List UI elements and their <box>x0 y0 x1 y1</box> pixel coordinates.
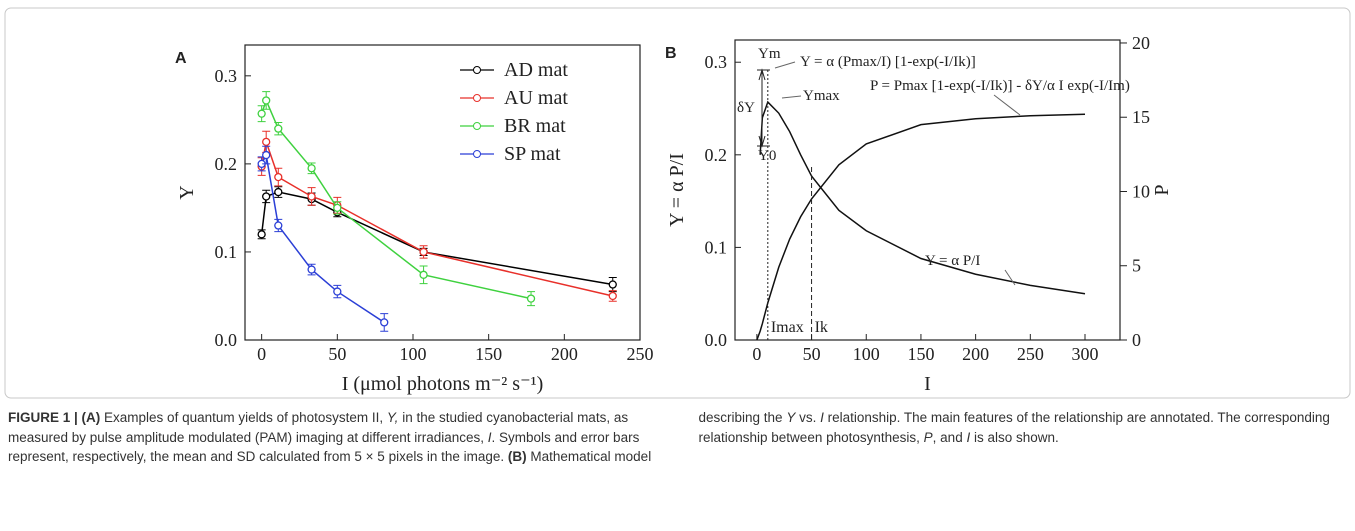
caption-text: vs. <box>795 410 821 425</box>
x-tick-label: 150 <box>475 344 502 364</box>
data-point <box>333 203 342 213</box>
y2-tick-label: 20 <box>1132 33 1150 53</box>
x-tick-label: 100 <box>399 344 426 364</box>
annotation: Y = α P/I <box>925 253 980 269</box>
annotation: Ymax <box>803 88 840 104</box>
figure-frame <box>4 7 1351 399</box>
caption-text: Examples of quantum yields of photosyste… <box>100 410 387 425</box>
data-point <box>274 124 283 133</box>
model-curve <box>756 113 1086 341</box>
panel-label: B <box>665 45 677 62</box>
caption-text: (B) <box>507 449 527 464</box>
data-point <box>608 291 617 301</box>
data-point <box>274 172 283 182</box>
data-point <box>262 137 271 147</box>
data-point <box>257 230 266 239</box>
x-tick-label: 150 <box>907 344 934 364</box>
y-tick-label: 0.0 <box>215 330 238 350</box>
annotation: δY <box>737 100 755 116</box>
annotation-leader <box>774 61 1021 286</box>
y-axis-label: Y <box>176 185 198 199</box>
legend-label: BR mat <box>504 115 566 137</box>
data-point <box>307 265 316 274</box>
data-point <box>419 270 428 279</box>
y-tick-label: 0.1 <box>215 242 238 262</box>
series-line <box>260 98 532 300</box>
y2-tick-label: 10 <box>1132 181 1150 201</box>
y-tick-label: 0.3 <box>215 66 238 86</box>
data-point <box>608 280 617 289</box>
caption: FIGURE 1 | (A) Examples of quantum yield… <box>8 408 1345 526</box>
caption-text: Y <box>786 410 796 425</box>
x-tick-label: 0 <box>752 344 761 364</box>
annotation: P = Pmax [1-exp(-I/Ik)] - δY/α I exp(-I/… <box>870 78 1130 94</box>
x-tick-label: 50 <box>328 344 346 364</box>
y-axis-label: Y = α P/I <box>666 153 688 227</box>
x-tick-label: 100 <box>853 344 880 364</box>
panel-label: A <box>175 50 187 67</box>
data-point <box>307 192 316 201</box>
caption-text: I <box>487 429 492 445</box>
caption-text: . Symbols and error bars represent, resp… <box>8 429 640 465</box>
x-tick-label: 250 <box>627 344 654 364</box>
data-point <box>419 247 428 257</box>
annotation: Y0 <box>758 148 776 164</box>
plot-frame <box>734 39 1121 341</box>
caption-text: Y, <box>386 410 399 425</box>
data-point <box>262 150 271 160</box>
x-axis-label: I (μmol photons m⁻² s⁻¹) <box>342 373 544 395</box>
annotation: Y = α (Pmax/I) [1-exp(-I/Ik)] <box>800 54 976 70</box>
annotation: Ym <box>758 46 781 62</box>
caption-text: Mathematical model describing the <box>526 410 787 464</box>
data-point <box>380 318 389 327</box>
dY-bracket <box>757 68 770 148</box>
data-point <box>257 109 266 118</box>
x-tick-label: 200 <box>962 344 989 364</box>
legend-marker <box>473 66 481 74</box>
caption-text: is also shown. <box>970 429 1059 445</box>
y2-tick-label: 0 <box>1132 330 1141 350</box>
data-point <box>526 294 536 303</box>
caption-text: I <box>820 410 824 425</box>
y2-axis-label: P <box>1151 184 1173 195</box>
x-tick-label: 50 <box>803 344 821 364</box>
data-point <box>274 187 283 197</box>
caption-text: FIGURE 1 | (A) <box>8 410 101 425</box>
y-tick-label: 0.2 <box>705 145 728 165</box>
legend-label: AD mat <box>504 59 568 81</box>
data-point <box>307 164 316 173</box>
marker-label: Imax <box>771 319 804 336</box>
data-point <box>274 221 283 230</box>
caption-text: I <box>966 429 971 445</box>
marker-label: Ik <box>815 319 828 336</box>
legend-marker <box>473 150 481 158</box>
y2-tick-label: 15 <box>1132 107 1150 127</box>
x-axis-label: I <box>924 373 931 395</box>
legend-label: SP mat <box>504 143 561 165</box>
legend-marker <box>473 94 481 102</box>
legend-marker <box>473 122 481 130</box>
caption-text: , and <box>932 429 967 445</box>
caption-text: relationship. The main features of the r… <box>698 410 1330 445</box>
y-tick-label: 0.3 <box>705 52 728 72</box>
y-tick-label: 0.2 <box>215 154 238 174</box>
caption-text: in the studied cyanobacterial mats, as m… <box>8 410 629 445</box>
model-curve <box>759 100 1086 295</box>
x-tick-label: 0 <box>257 344 266 364</box>
data-point <box>333 287 342 296</box>
plot-frame <box>244 44 641 341</box>
caption-text: P <box>923 429 933 445</box>
x-tick-label: 300 <box>1072 344 1099 364</box>
y-tick-label: 0.1 <box>705 237 728 257</box>
data-point <box>262 192 271 201</box>
x-tick-label: 200 <box>551 344 578 364</box>
data-point <box>262 96 271 105</box>
y-tick-label: 0.0 <box>705 330 728 350</box>
legend-label: AU mat <box>504 87 568 109</box>
x-tick-label: 250 <box>1017 344 1044 364</box>
y2-tick-label: 5 <box>1132 256 1141 276</box>
